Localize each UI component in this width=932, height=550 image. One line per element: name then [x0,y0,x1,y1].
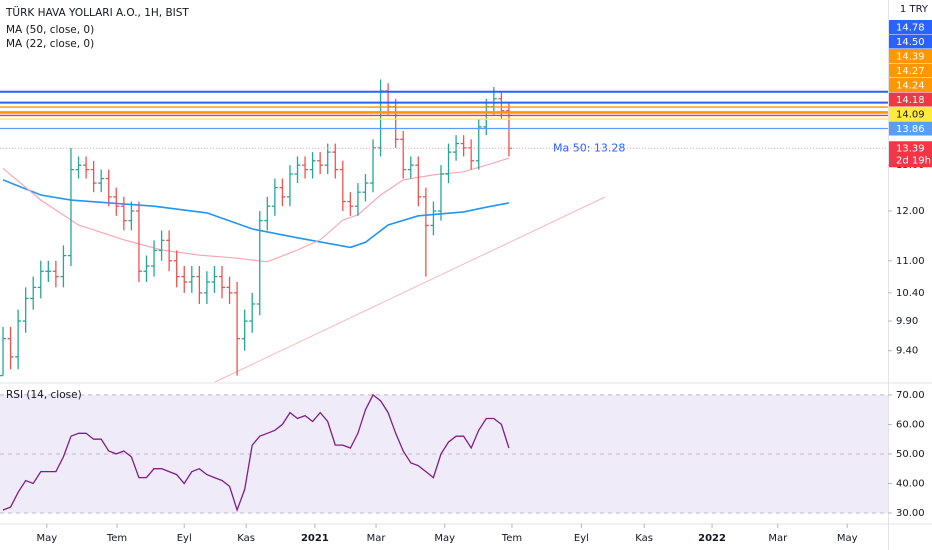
x-tick-label: Eyl [574,533,589,544]
chart-title: TÜRK HAVA YOLLARI A.O., 1H, BIST [5,6,189,19]
price-level-label: 14.18 [896,95,925,106]
price-level-label: 14.50 [896,37,925,48]
last-price-label: 13.39 [896,143,925,154]
x-tick-label: 2021 [301,533,329,544]
indicator-legend: MA (22, close, 0) [6,38,94,50]
x-tick-label: Kas [237,533,255,544]
x-tick-label: Kas [635,533,653,544]
indicator-legend: RSI (14, close) [6,389,82,401]
price-level-label: 14.24 [896,81,925,92]
x-tick-label: Eyl [177,533,192,544]
currency-unit: 1 TRY [900,4,929,15]
price-level-badge [889,92,932,107]
price-level-badge [889,49,932,64]
x-tick-label: May [36,533,57,544]
bar-countdown: 2d 19h [896,155,931,166]
price-level-label: 14.78 [896,23,925,34]
x-tick-label: Tem [501,533,522,544]
last-price-badge [889,141,932,168]
y-tick-label: 9.90 [896,316,918,327]
y-tick-label: 11.00 [896,256,925,267]
y-tick-label: 30.00 [896,508,925,519]
price-level-label: 14.27 [896,66,925,77]
price-level-badge [889,121,932,136]
y-tick-label: 40.00 [896,478,925,489]
price-level-badge [889,34,932,49]
price-level-label: 14.39 [896,52,925,63]
price-level-badge [889,20,932,35]
x-tick-label: Mar [768,533,788,544]
ma-annotation: Ma 50: 13.28 [553,141,625,154]
price-level-label: 13.86 [896,124,925,135]
y-tick-label: 70.00 [896,390,925,401]
x-tick-label: Mar [367,533,387,544]
moving-average-line [2,157,510,263]
price-level-badge [889,107,932,122]
trend-line [214,196,606,383]
indicator-legend: MA (50, close, 0) [6,24,94,36]
y-tick-label: 10.40 [896,288,925,299]
price-level-badge [889,78,932,93]
price-level-badge [889,63,932,78]
y-tick-label: 12.00 [896,206,925,217]
x-tick-label: May [434,533,455,544]
y-tick-label: 60.00 [896,419,925,430]
x-tick-label: 2022 [698,533,726,544]
x-tick-label: May [837,533,858,544]
rsi-line [2,393,510,513]
y-tick-label: 9.40 [896,346,918,357]
x-tick-label: Tem [106,533,127,544]
moving-average-line [2,179,510,249]
y-tick-label: 50.00 [896,449,925,460]
price-level-label: 14.09 [896,110,925,121]
